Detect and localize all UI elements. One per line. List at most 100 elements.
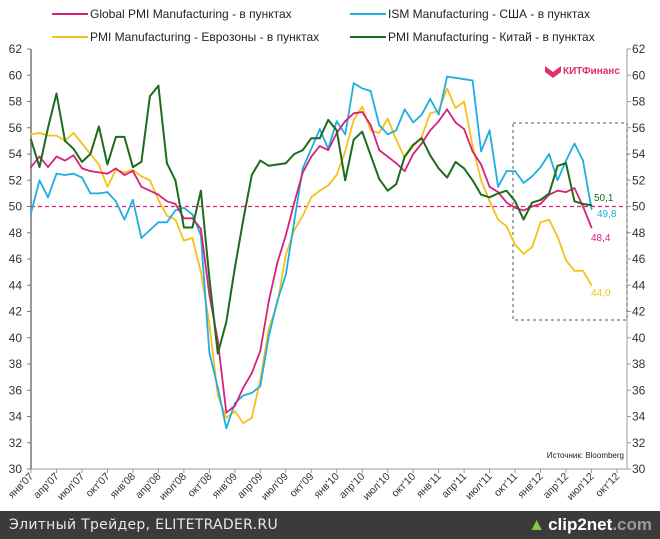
data-point: [259, 385, 262, 388]
data-point: [505, 170, 508, 172]
data-point: [132, 199, 134, 201]
data-point: [446, 75, 449, 78]
data-point: [47, 196, 49, 199]
data-point: [132, 168, 134, 171]
data-point: [115, 167, 117, 170]
x-tick-label: янв'09: [210, 471, 240, 501]
kitfinance-logo-icon: [545, 66, 561, 78]
data-point: [310, 196, 313, 199]
data-point: [199, 227, 202, 230]
data-point: [590, 204, 593, 207]
data-point: [327, 149, 330, 151]
data-point: [81, 167, 83, 170]
data-point: [420, 137, 423, 140]
data-point: [208, 322, 211, 325]
data-point: [378, 124, 381, 127]
data-point: [327, 118, 330, 121]
data-point: [531, 205, 533, 208]
x-tick-label: окт'07: [84, 471, 113, 500]
data-point: [522, 252, 525, 255]
data-point: [182, 239, 185, 242]
data-point: [30, 166, 32, 169]
data-point: [242, 218, 245, 221]
data-point: [123, 171, 126, 174]
data-point: [386, 133, 389, 136]
data-point: [174, 179, 177, 182]
data-point: [463, 167, 466, 170]
data-point: [565, 191, 567, 193]
end-value-label: 44,0: [591, 288, 611, 299]
y-tick-label-right: 60: [632, 68, 646, 82]
data-point: [352, 118, 355, 121]
data-point: [140, 237, 143, 239]
data-point: [30, 212, 32, 214]
y-tick-label-right: 48: [632, 226, 646, 240]
series-line-3: [30, 84, 592, 355]
data-point: [191, 213, 194, 216]
brand-suffix: .com: [612, 515, 652, 534]
data-point: [115, 200, 117, 203]
data-point: [505, 225, 508, 228]
footer-bar: Элитный Трейдер, ELITETRADER.RU ▲ clip2ne…: [0, 511, 660, 539]
data-point: [352, 138, 355, 141]
data-point: [132, 170, 134, 172]
data-point: [157, 199, 160, 201]
data-point: [98, 192, 100, 195]
data-point: [488, 185, 491, 188]
data-point: [429, 154, 432, 157]
data-point: [250, 416, 253, 419]
data-point: [276, 300, 279, 302]
y-tick-label-left: 34: [9, 410, 23, 424]
x-tick-label: июл'10: [361, 471, 393, 503]
data-point: [165, 200, 168, 203]
data-point: [522, 218, 525, 221]
data-point: [242, 422, 245, 424]
data-point: [590, 284, 593, 287]
data-point: [531, 201, 533, 204]
data-point: [106, 172, 109, 175]
data-point: [38, 179, 41, 182]
x-tick-label: окт'12: [593, 471, 622, 500]
data-point: [216, 394, 219, 397]
data-point: [30, 138, 32, 141]
brand-main: clip2net: [548, 515, 613, 534]
clip2net-logo[interactable]: ▲ clip2net.com: [528, 515, 652, 535]
data-point: [293, 220, 296, 222]
legend-label: PMI Manufacturing - Еврозоны - в пунктах: [90, 30, 319, 44]
data-point: [556, 179, 559, 182]
data-point: [318, 189, 321, 192]
data-point: [437, 113, 440, 116]
data-point: [471, 150, 474, 153]
data-point: [539, 202, 542, 205]
end-value-label: 50,1: [594, 193, 614, 204]
data-point: [284, 162, 287, 165]
data-point: [437, 120, 440, 123]
data-point: [157, 221, 160, 224]
data-point: [344, 120, 347, 123]
data-point: [548, 192, 550, 195]
data-point: [199, 189, 202, 192]
data-point: [539, 199, 542, 201]
data-point: [284, 273, 287, 276]
end-value-label: 49,8: [597, 209, 617, 220]
data-point: [72, 172, 75, 175]
y-tick-label-left: 62: [9, 42, 23, 56]
data-point: [344, 179, 347, 182]
data-point: [514, 243, 516, 246]
data-point: [165, 162, 168, 165]
data-point: [454, 121, 457, 124]
y-tick-label-left: 44: [9, 278, 23, 292]
data-point: [123, 136, 126, 138]
y-tick-label-right: 40: [632, 331, 646, 345]
footer-site-text: Элитный Трейдер, ELITETRADER.RU: [9, 517, 279, 533]
data-point: [386, 155, 389, 158]
y-tick-label-left: 58: [9, 95, 23, 109]
data-point: [539, 166, 542, 169]
x-tick-label: окт'09: [287, 471, 316, 500]
data-point: [403, 108, 406, 111]
x-tick-label: окт'11: [492, 471, 521, 500]
data-point: [412, 143, 415, 146]
series-line-1: [30, 75, 593, 430]
y-tick-label-right: 54: [632, 147, 646, 161]
data-point: [301, 214, 304, 217]
